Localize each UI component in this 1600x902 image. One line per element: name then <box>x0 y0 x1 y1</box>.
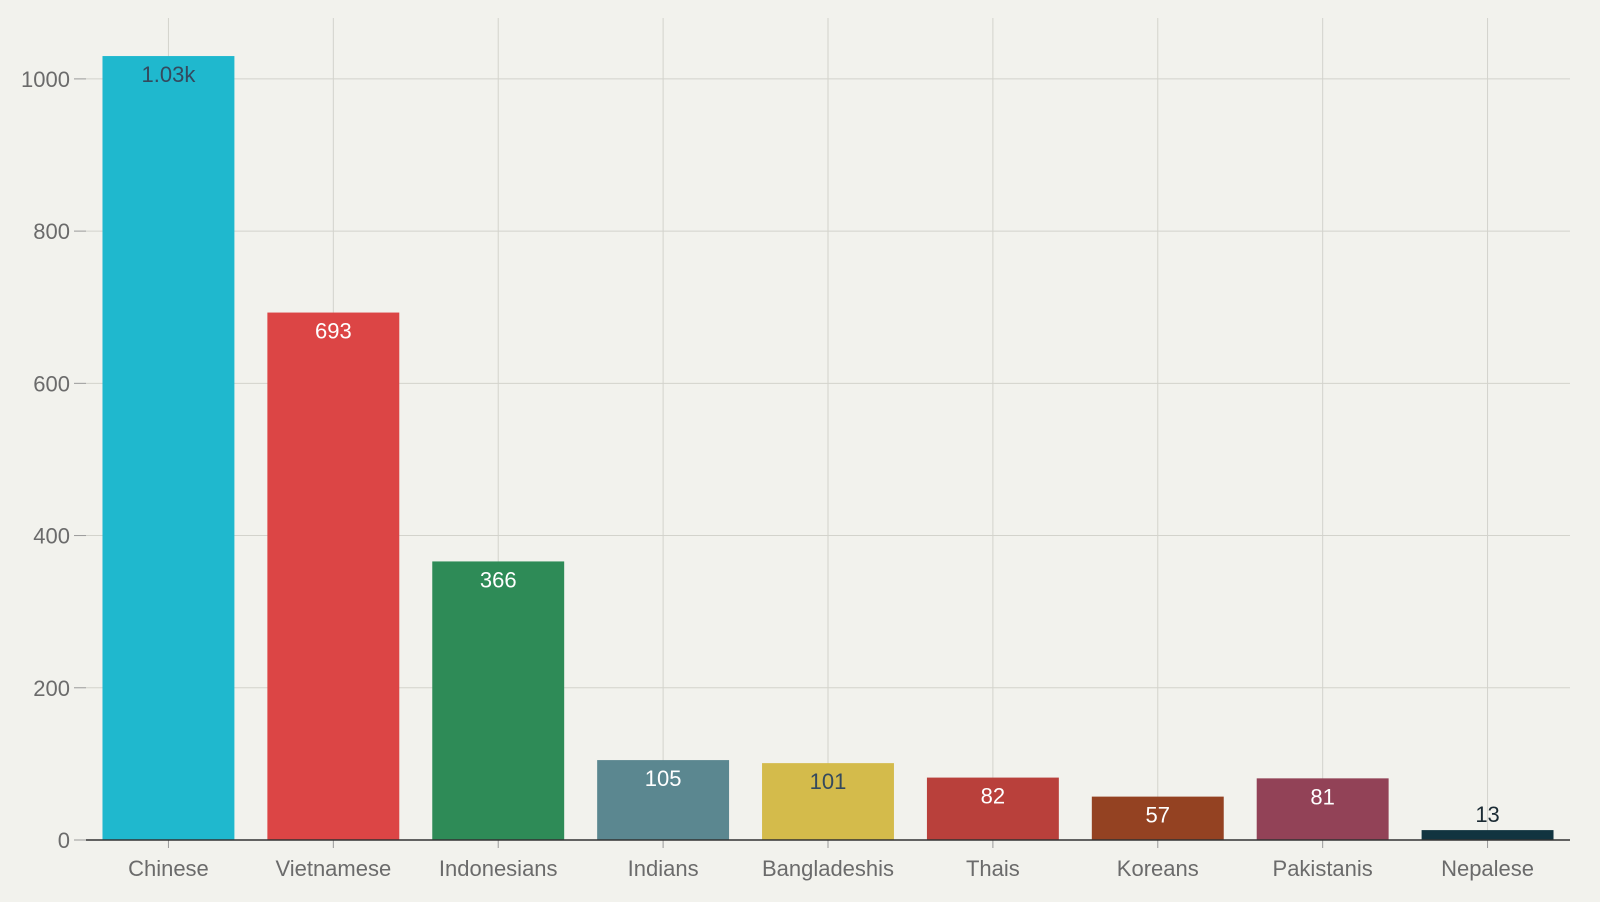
x-tick-label: Pakistanis <box>1273 856 1373 881</box>
data-label: 105 <box>645 766 682 791</box>
data-label: 81 <box>1310 784 1334 809</box>
data-label: 693 <box>315 319 352 344</box>
x-tick-label: Bangladeshis <box>762 856 894 881</box>
data-label: 1.03k <box>142 62 197 87</box>
y-tick-label: 200 <box>33 676 70 701</box>
bar-chinese <box>102 56 235 841</box>
bars <box>102 56 1554 841</box>
labels: 0 200 400 600 800 1000 1.03k Chinese 693 Vietname… <box>21 62 1534 881</box>
data-label: 366 <box>480 567 517 592</box>
y-tick-label: 600 <box>33 371 70 396</box>
x-tick-label: Indians <box>628 856 699 881</box>
data-label: 57 <box>1146 803 1170 828</box>
y-tick-label: 400 <box>33 524 70 549</box>
x-tick-label: Koreans <box>1117 856 1199 881</box>
bar-nepalese <box>1421 830 1554 840</box>
bar-pakistanis <box>1256 778 1389 840</box>
bar-vietnamese <box>267 312 400 840</box>
data-label: 82 <box>981 784 1005 809</box>
bar-thais <box>926 777 1059 840</box>
y-tick-label: 1000 <box>21 67 70 92</box>
bar-indians <box>597 760 730 840</box>
y-tick-label: 800 <box>33 219 70 244</box>
bar-indonesians <box>432 561 565 840</box>
bar-bangladeshis <box>762 763 894 840</box>
data-label: 13 <box>1475 802 1499 827</box>
x-tick-label: Nepalese <box>1441 856 1534 881</box>
x-tick-label: Indonesians <box>439 856 558 881</box>
data-label: 101 <box>810 769 847 794</box>
axes <box>74 78 1570 848</box>
bar-koreans <box>1091 796 1224 840</box>
x-tick-label: Chinese <box>128 856 209 881</box>
y-tick-label: 0 <box>58 828 70 853</box>
x-tick-label: Thais <box>966 856 1020 881</box>
x-tick-label: Vietnamese <box>275 856 391 881</box>
